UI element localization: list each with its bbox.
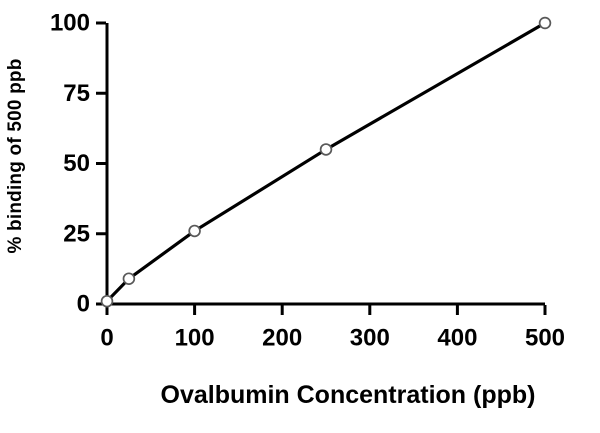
data-point-marker: [188, 224, 201, 238]
y-tick-label: 25: [63, 220, 90, 247]
x-tick-label: 100: [175, 325, 215, 352]
y-axis-title: % binding of 500 ppb: [5, 58, 26, 254]
axis-lines: [105, 23, 545, 306]
data-point-marker: [100, 294, 114, 308]
x-tick-label: 300: [350, 325, 390, 352]
data-point-marker: [538, 16, 552, 30]
x-tick-label: 200: [262, 325, 302, 352]
y-tick-label: 75: [63, 80, 90, 107]
data-point-marker: [319, 143, 333, 156]
x-tick-label: 500: [525, 325, 565, 352]
y-tick-label: 50: [63, 150, 90, 177]
x-tick-label: 0: [100, 325, 113, 352]
x-tick-label: 400: [437, 325, 477, 352]
x-axis-title: Ovalbumin Concentration (ppb): [160, 381, 536, 409]
y-tick-label: 100: [50, 10, 90, 37]
data-point-marker: [122, 272, 136, 285]
y-tick-label: 0: [77, 291, 90, 318]
series-line: [105, 21, 546, 303]
